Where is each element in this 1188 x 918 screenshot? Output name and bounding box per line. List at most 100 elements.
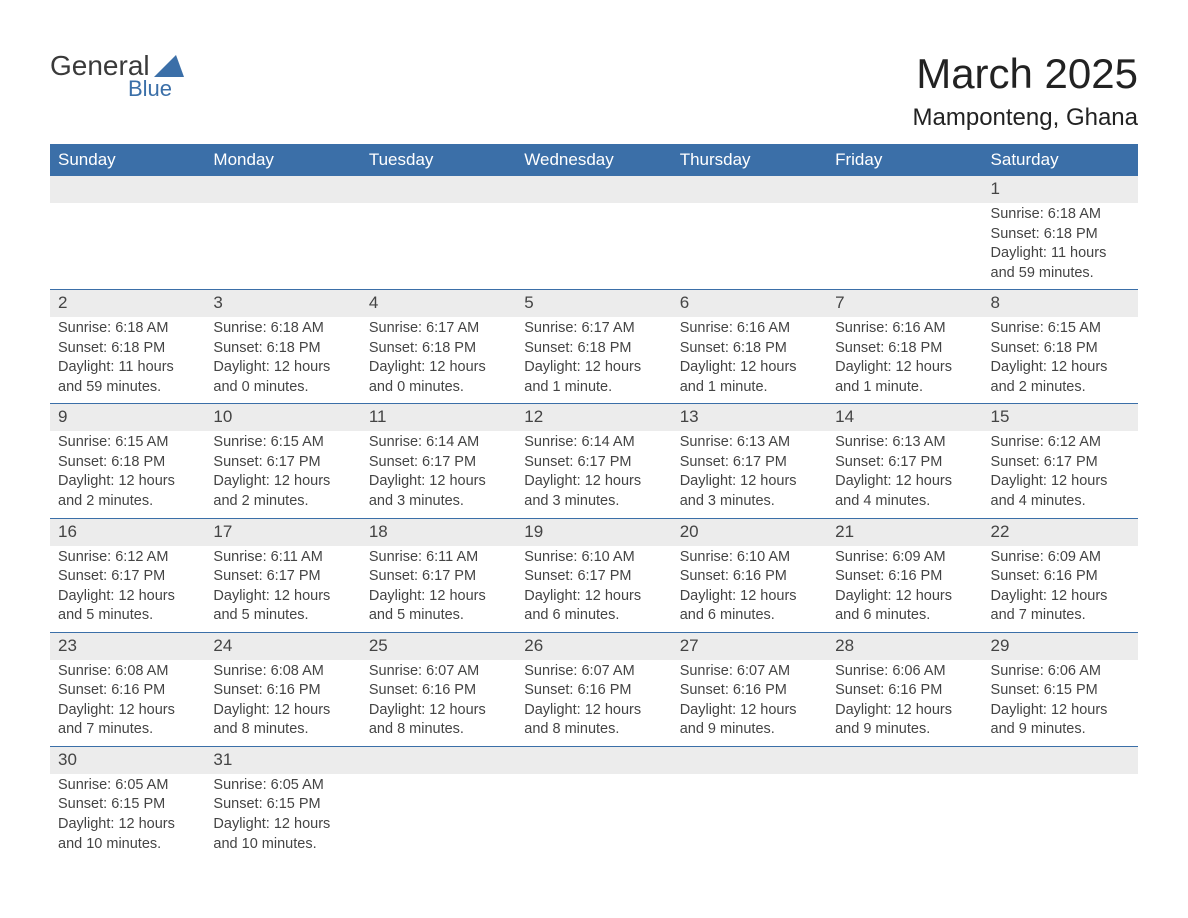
sunset-text: Sunset: 6:17 PM bbox=[369, 453, 508, 473]
day-data: Sunrise: 6:11 AMSunset: 6:17 PMDaylight:… bbox=[361, 546, 516, 632]
daylight-text: Daylight: 12 hours and 5 minutes. bbox=[213, 587, 352, 626]
sunset-text: Sunset: 6:16 PM bbox=[680, 567, 819, 587]
calendar-cell bbox=[205, 176, 360, 290]
day-data: Sunrise: 6:07 AMSunset: 6:16 PMDaylight:… bbox=[361, 660, 516, 746]
calendar-row: 9Sunrise: 6:15 AMSunset: 6:18 PMDaylight… bbox=[50, 404, 1138, 518]
day-data: Sunrise: 6:08 AMSunset: 6:16 PMDaylight:… bbox=[50, 660, 205, 746]
day-number: 26 bbox=[516, 633, 671, 660]
sunset-text: Sunset: 6:15 PM bbox=[58, 795, 197, 815]
calendar-cell: 10Sunrise: 6:15 AMSunset: 6:17 PMDayligh… bbox=[205, 404, 360, 518]
sunrise-text: Sunrise: 6:10 AM bbox=[524, 548, 663, 568]
calendar-cell bbox=[361, 176, 516, 290]
day-number: 11 bbox=[361, 404, 516, 431]
daylight-text: Daylight: 12 hours and 2 minutes. bbox=[213, 472, 352, 511]
day-number-empty bbox=[205, 176, 360, 203]
daylight-text: Daylight: 12 hours and 0 minutes. bbox=[213, 358, 352, 397]
day-data-empty bbox=[827, 203, 982, 231]
calendar-cell bbox=[672, 746, 827, 860]
day-number: 27 bbox=[672, 633, 827, 660]
sunrise-text: Sunrise: 6:06 AM bbox=[835, 662, 974, 682]
sunset-text: Sunset: 6:16 PM bbox=[524, 681, 663, 701]
sunrise-text: Sunrise: 6:16 AM bbox=[835, 319, 974, 339]
weekday-header: Thursday bbox=[672, 144, 827, 176]
weekday-header: Tuesday bbox=[361, 144, 516, 176]
daylight-text: Daylight: 12 hours and 5 minutes. bbox=[58, 587, 197, 626]
day-number: 3 bbox=[205, 290, 360, 317]
day-number: 25 bbox=[361, 633, 516, 660]
calendar-cell: 23Sunrise: 6:08 AMSunset: 6:16 PMDayligh… bbox=[50, 632, 205, 746]
sunrise-text: Sunrise: 6:05 AM bbox=[213, 776, 352, 796]
day-number: 22 bbox=[983, 519, 1138, 546]
calendar-cell: 24Sunrise: 6:08 AMSunset: 6:16 PMDayligh… bbox=[205, 632, 360, 746]
calendar-cell: 28Sunrise: 6:06 AMSunset: 6:16 PMDayligh… bbox=[827, 632, 982, 746]
calendar-cell: 7Sunrise: 6:16 AMSunset: 6:18 PMDaylight… bbox=[827, 290, 982, 404]
calendar-row: 16Sunrise: 6:12 AMSunset: 6:17 PMDayligh… bbox=[50, 518, 1138, 632]
calendar-cell bbox=[516, 746, 671, 860]
calendar-cell bbox=[827, 176, 982, 290]
daylight-text: Daylight: 12 hours and 3 minutes. bbox=[524, 472, 663, 511]
day-number-empty bbox=[50, 176, 205, 203]
day-number: 28 bbox=[827, 633, 982, 660]
sunrise-text: Sunrise: 6:18 AM bbox=[991, 205, 1130, 225]
day-data: Sunrise: 6:14 AMSunset: 6:17 PMDaylight:… bbox=[516, 431, 671, 517]
day-number-empty bbox=[672, 747, 827, 774]
calendar-cell: 2Sunrise: 6:18 AMSunset: 6:18 PMDaylight… bbox=[50, 290, 205, 404]
calendar-cell bbox=[50, 176, 205, 290]
day-data-empty bbox=[361, 203, 516, 231]
day-data-empty bbox=[672, 203, 827, 231]
day-data: Sunrise: 6:17 AMSunset: 6:18 PMDaylight:… bbox=[516, 317, 671, 403]
sunset-text: Sunset: 6:17 PM bbox=[524, 567, 663, 587]
calendar-cell bbox=[672, 176, 827, 290]
day-number: 2 bbox=[50, 290, 205, 317]
day-number: 31 bbox=[205, 747, 360, 774]
sunset-text: Sunset: 6:18 PM bbox=[835, 339, 974, 359]
day-number: 14 bbox=[827, 404, 982, 431]
calendar-cell: 31Sunrise: 6:05 AMSunset: 6:15 PMDayligh… bbox=[205, 746, 360, 860]
sunrise-text: Sunrise: 6:13 AM bbox=[835, 433, 974, 453]
calendar-cell: 11Sunrise: 6:14 AMSunset: 6:17 PMDayligh… bbox=[361, 404, 516, 518]
calendar-cell: 19Sunrise: 6:10 AMSunset: 6:17 PMDayligh… bbox=[516, 518, 671, 632]
sunrise-text: Sunrise: 6:07 AM bbox=[369, 662, 508, 682]
day-number: 20 bbox=[672, 519, 827, 546]
day-number: 21 bbox=[827, 519, 982, 546]
calendar-cell: 16Sunrise: 6:12 AMSunset: 6:17 PMDayligh… bbox=[50, 518, 205, 632]
day-number: 16 bbox=[50, 519, 205, 546]
sunrise-text: Sunrise: 6:08 AM bbox=[213, 662, 352, 682]
day-data: Sunrise: 6:12 AMSunset: 6:17 PMDaylight:… bbox=[983, 431, 1138, 517]
day-data: Sunrise: 6:09 AMSunset: 6:16 PMDaylight:… bbox=[983, 546, 1138, 632]
daylight-text: Daylight: 12 hours and 4 minutes. bbox=[991, 472, 1130, 511]
sunrise-text: Sunrise: 6:08 AM bbox=[58, 662, 197, 682]
sunset-text: Sunset: 6:17 PM bbox=[680, 453, 819, 473]
sunset-text: Sunset: 6:17 PM bbox=[991, 453, 1130, 473]
calendar-cell bbox=[983, 746, 1138, 860]
sunset-text: Sunset: 6:16 PM bbox=[835, 681, 974, 701]
day-number: 8 bbox=[983, 290, 1138, 317]
sunset-text: Sunset: 6:18 PM bbox=[58, 453, 197, 473]
calendar-cell bbox=[361, 746, 516, 860]
weekday-header: Monday bbox=[205, 144, 360, 176]
daylight-text: Daylight: 12 hours and 3 minutes. bbox=[369, 472, 508, 511]
sunset-text: Sunset: 6:16 PM bbox=[369, 681, 508, 701]
sunrise-text: Sunrise: 6:12 AM bbox=[991, 433, 1130, 453]
day-number: 7 bbox=[827, 290, 982, 317]
sunset-text: Sunset: 6:18 PM bbox=[991, 225, 1130, 245]
day-number-empty bbox=[672, 176, 827, 203]
calendar-cell: 8Sunrise: 6:15 AMSunset: 6:18 PMDaylight… bbox=[983, 290, 1138, 404]
sunset-text: Sunset: 6:17 PM bbox=[524, 453, 663, 473]
header: General Blue March 2025 Mamponteng, Ghan… bbox=[50, 50, 1138, 132]
day-data: Sunrise: 6:06 AMSunset: 6:16 PMDaylight:… bbox=[827, 660, 982, 746]
daylight-text: Daylight: 12 hours and 4 minutes. bbox=[835, 472, 974, 511]
sunset-text: Sunset: 6:15 PM bbox=[213, 795, 352, 815]
day-data: Sunrise: 6:07 AMSunset: 6:16 PMDaylight:… bbox=[672, 660, 827, 746]
sunrise-text: Sunrise: 6:17 AM bbox=[369, 319, 508, 339]
calendar-cell: 14Sunrise: 6:13 AMSunset: 6:17 PMDayligh… bbox=[827, 404, 982, 518]
day-data: Sunrise: 6:06 AMSunset: 6:15 PMDaylight:… bbox=[983, 660, 1138, 746]
day-number-empty bbox=[516, 176, 671, 203]
daylight-text: Daylight: 12 hours and 1 minute. bbox=[524, 358, 663, 397]
day-number: 13 bbox=[672, 404, 827, 431]
calendar-cell: 27Sunrise: 6:07 AMSunset: 6:16 PMDayligh… bbox=[672, 632, 827, 746]
sunrise-text: Sunrise: 6:14 AM bbox=[369, 433, 508, 453]
daylight-text: Daylight: 12 hours and 3 minutes. bbox=[680, 472, 819, 511]
daylight-text: Daylight: 12 hours and 9 minutes. bbox=[835, 701, 974, 740]
logo-word-2: Blue bbox=[128, 76, 172, 102]
